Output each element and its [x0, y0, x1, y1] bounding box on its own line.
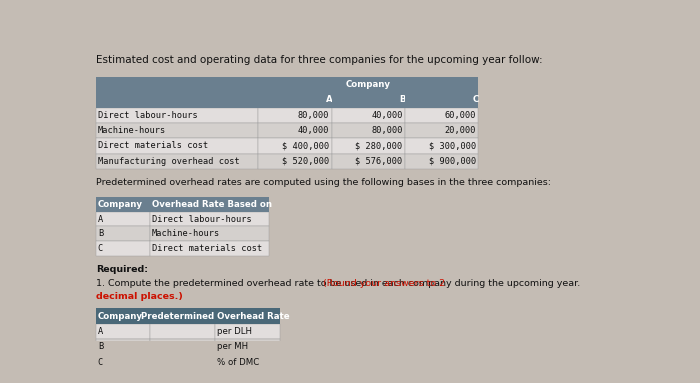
FancyBboxPatch shape — [405, 138, 478, 154]
FancyBboxPatch shape — [405, 123, 478, 138]
FancyBboxPatch shape — [405, 108, 478, 123]
Text: 40,000: 40,000 — [298, 126, 330, 135]
Text: $ 300,000: $ 300,000 — [428, 141, 476, 151]
Text: C: C — [98, 358, 103, 367]
FancyBboxPatch shape — [96, 197, 150, 212]
FancyBboxPatch shape — [405, 154, 478, 169]
FancyBboxPatch shape — [96, 212, 150, 226]
Text: Estimated cost and operating data for three companies for the upcoming year foll: Estimated cost and operating data for th… — [96, 55, 542, 65]
Text: B: B — [98, 229, 103, 238]
Text: Company: Company — [98, 312, 143, 321]
Text: A: A — [98, 214, 103, 224]
Text: 20,000: 20,000 — [444, 126, 476, 135]
FancyBboxPatch shape — [258, 123, 332, 138]
Text: $ 520,000: $ 520,000 — [282, 157, 330, 166]
FancyBboxPatch shape — [150, 197, 270, 212]
FancyBboxPatch shape — [96, 324, 150, 339]
FancyBboxPatch shape — [150, 354, 215, 370]
FancyBboxPatch shape — [405, 92, 478, 108]
FancyBboxPatch shape — [332, 138, 405, 154]
FancyBboxPatch shape — [96, 108, 258, 123]
FancyBboxPatch shape — [96, 354, 150, 370]
Text: $ 400,000: $ 400,000 — [282, 141, 330, 151]
Text: Company: Company — [98, 200, 143, 209]
Text: Direct labour-hours: Direct labour-hours — [152, 214, 252, 224]
Text: % of DMC: % of DMC — [217, 358, 260, 367]
Text: Direct materials cost: Direct materials cost — [98, 141, 208, 151]
FancyBboxPatch shape — [96, 241, 150, 256]
Text: $ 280,000: $ 280,000 — [356, 141, 402, 151]
FancyBboxPatch shape — [332, 92, 405, 108]
Text: Company: Company — [346, 80, 391, 89]
Text: 60,000: 60,000 — [444, 111, 476, 120]
Text: Predetermined overhead rates are computed using the following bases in the three: Predetermined overhead rates are compute… — [96, 178, 551, 187]
FancyBboxPatch shape — [150, 339, 215, 354]
Text: Manufacturing overhead cost: Manufacturing overhead cost — [98, 157, 239, 166]
Text: Machine-hours: Machine-hours — [152, 229, 220, 238]
Text: $ 576,000: $ 576,000 — [356, 157, 402, 166]
Text: $ 900,000: $ 900,000 — [428, 157, 476, 166]
FancyBboxPatch shape — [258, 77, 478, 92]
Text: 80,000: 80,000 — [371, 126, 402, 135]
Text: Direct materials cost: Direct materials cost — [152, 244, 262, 253]
Text: per DLH: per DLH — [217, 327, 252, 336]
FancyBboxPatch shape — [258, 154, 332, 169]
Text: Direct labour-hours: Direct labour-hours — [98, 111, 197, 120]
Text: decimal places.): decimal places.) — [96, 292, 183, 301]
Text: per MH: per MH — [217, 342, 248, 351]
Text: A: A — [326, 95, 332, 105]
Text: Predetermined Overhead Rate: Predetermined Overhead Rate — [141, 312, 289, 321]
FancyBboxPatch shape — [215, 339, 280, 354]
Text: C: C — [473, 95, 479, 105]
Text: 80,000: 80,000 — [298, 111, 330, 120]
FancyBboxPatch shape — [150, 308, 280, 324]
FancyBboxPatch shape — [96, 226, 150, 241]
Text: (Round your answers to 2: (Round your answers to 2 — [323, 279, 445, 288]
Text: 1. Compute the predetermined overhead rate to be used in each company during the: 1. Compute the predetermined overhead ra… — [96, 279, 583, 288]
FancyBboxPatch shape — [96, 308, 150, 324]
FancyBboxPatch shape — [258, 92, 332, 108]
FancyBboxPatch shape — [150, 212, 270, 226]
FancyBboxPatch shape — [96, 92, 258, 108]
FancyBboxPatch shape — [150, 241, 270, 256]
Text: B: B — [98, 342, 103, 351]
FancyBboxPatch shape — [258, 108, 332, 123]
FancyBboxPatch shape — [332, 108, 405, 123]
Text: C: C — [98, 244, 103, 253]
FancyBboxPatch shape — [96, 154, 258, 169]
FancyBboxPatch shape — [258, 138, 332, 154]
FancyBboxPatch shape — [96, 77, 258, 92]
Text: Machine-hours: Machine-hours — [98, 126, 166, 135]
FancyBboxPatch shape — [96, 123, 258, 138]
Text: Overhead Rate Based on: Overhead Rate Based on — [152, 200, 272, 209]
FancyBboxPatch shape — [150, 324, 215, 339]
FancyBboxPatch shape — [96, 138, 258, 154]
FancyBboxPatch shape — [332, 154, 405, 169]
Text: A: A — [98, 327, 103, 336]
FancyBboxPatch shape — [150, 226, 270, 241]
Text: B: B — [400, 95, 406, 105]
Text: 40,000: 40,000 — [371, 111, 402, 120]
FancyBboxPatch shape — [96, 339, 150, 354]
FancyBboxPatch shape — [332, 123, 405, 138]
FancyBboxPatch shape — [215, 324, 280, 339]
FancyBboxPatch shape — [215, 354, 280, 370]
Text: Required:: Required: — [96, 265, 148, 274]
